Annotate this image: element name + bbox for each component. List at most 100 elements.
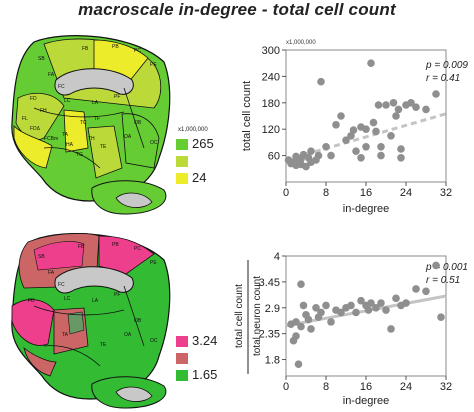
region-label: FDΔ bbox=[30, 126, 41, 132]
data-point bbox=[397, 154, 405, 162]
stat-p: p = 0.009 bbox=[425, 60, 468, 71]
data-point bbox=[292, 318, 300, 326]
legend-swatch-high bbox=[176, 336, 188, 347]
region-label: FA bbox=[48, 270, 55, 276]
data-point bbox=[327, 151, 335, 160]
data-point bbox=[317, 308, 325, 317]
x-tick-label: 8 bbox=[323, 187, 329, 199]
y-axis-label-numerator: total cell count bbox=[234, 284, 245, 348]
data-point bbox=[364, 306, 373, 314]
region-label: TC bbox=[80, 120, 87, 126]
region-label: OA bbox=[124, 332, 132, 338]
data-point bbox=[349, 126, 358, 134]
region-label: FL bbox=[22, 116, 28, 122]
region-label: OB bbox=[134, 318, 142, 324]
data-point bbox=[369, 118, 378, 127]
legend-unit: x1,000,000 bbox=[178, 127, 208, 133]
data-point bbox=[294, 360, 303, 369]
brain-map-cell-neuron-ratio: FB PB PC SB PE FC FA FD PF TA TE OA OB O… bbox=[11, 233, 171, 409]
region-label: PE bbox=[150, 62, 157, 68]
data-point bbox=[317, 77, 325, 86]
region-label: TF bbox=[94, 116, 100, 122]
region-label: FB bbox=[78, 244, 85, 250]
region-label: PE bbox=[150, 260, 157, 266]
y-tick-label: 120 bbox=[262, 124, 280, 136]
data-point bbox=[347, 301, 355, 310]
x-tick-label: 32 bbox=[440, 381, 452, 393]
data-point bbox=[432, 90, 440, 98]
x-tick-label: 16 bbox=[360, 381, 372, 393]
data-point bbox=[382, 101, 390, 109]
region-label: SB bbox=[38, 56, 45, 62]
data-point bbox=[367, 59, 375, 67]
data-point bbox=[422, 105, 430, 114]
region-label: TE bbox=[100, 342, 107, 348]
data-point bbox=[307, 325, 315, 333]
data-point bbox=[337, 308, 345, 317]
data-point bbox=[362, 125, 370, 133]
data-point bbox=[304, 315, 313, 324]
data-point bbox=[292, 332, 300, 340]
data-point bbox=[397, 145, 405, 153]
region-label: TH bbox=[88, 136, 95, 142]
x-tick-label: 16 bbox=[360, 187, 372, 199]
data-point bbox=[342, 136, 350, 144]
region-label: FH bbox=[40, 108, 47, 114]
stat-r: r = 0.51 bbox=[426, 275, 460, 286]
data-point bbox=[394, 105, 403, 114]
data-point bbox=[362, 143, 370, 151]
x-tick-label: 24 bbox=[400, 381, 412, 393]
data-point bbox=[337, 112, 345, 120]
legend-label-low: 24 bbox=[192, 170, 207, 185]
scatter-plot-cell-neuron-ratio: total cell count total neuron count in-d… bbox=[234, 251, 468, 407]
data-point bbox=[372, 127, 380, 136]
region-label: OC bbox=[150, 140, 158, 146]
y-tick-label: 2.9 bbox=[265, 303, 280, 315]
region-label: TA bbox=[62, 132, 69, 138]
x-tick-label: 32 bbox=[440, 187, 452, 199]
region-label: PC bbox=[134, 48, 141, 54]
scatter-plot-cell-count: x1,000,000 total cell count in-degree p … bbox=[241, 40, 468, 215]
data-point bbox=[297, 280, 305, 289]
region-label: PF bbox=[114, 292, 120, 298]
legend-swatch-low bbox=[176, 173, 188, 184]
data-point bbox=[389, 99, 398, 107]
data-point bbox=[314, 151, 323, 160]
data-point bbox=[372, 303, 380, 312]
legend-label-low: 1.65 bbox=[192, 367, 218, 382]
y-axis-label-denominator: total neuron count bbox=[252, 276, 263, 356]
region-label: FD bbox=[28, 298, 35, 304]
stat-r: r = 0.41 bbox=[426, 73, 460, 84]
data-point bbox=[412, 285, 420, 293]
data-point bbox=[422, 287, 430, 296]
stat-p: p = 0.001 bbox=[425, 262, 468, 273]
region-label: FD bbox=[30, 96, 37, 102]
legend-label-high: 265 bbox=[192, 136, 214, 151]
y-unit-label: x1,000,000 bbox=[286, 40, 316, 46]
region-label: TG bbox=[76, 152, 83, 158]
region-label: FC bbox=[58, 84, 65, 90]
data-point bbox=[302, 162, 310, 171]
legend-swatch-mid bbox=[176, 156, 188, 167]
region-label: SB bbox=[38, 254, 45, 260]
region-label: FCBm bbox=[44, 136, 58, 142]
plot-area bbox=[285, 255, 447, 377]
data-point bbox=[352, 147, 360, 155]
data-point bbox=[322, 301, 330, 310]
region-label: OA bbox=[124, 134, 132, 140]
x-axis-label: in-degree bbox=[343, 203, 389, 215]
region-label: PB bbox=[112, 44, 119, 50]
figure-title: macroscale in-degree - total cell count bbox=[78, 0, 396, 19]
region-label: FC bbox=[58, 282, 65, 288]
data-point bbox=[297, 322, 305, 331]
data-point bbox=[412, 103, 420, 111]
data-point bbox=[407, 99, 415, 107]
data-point bbox=[332, 121, 340, 129]
data-point bbox=[374, 101, 383, 109]
x-tick-label: 24 bbox=[400, 187, 412, 199]
x-tick-label: 8 bbox=[323, 381, 329, 393]
legend-swatch-high bbox=[176, 139, 188, 150]
y-tick-label: 300 bbox=[262, 45, 280, 57]
y-tick-label: 180 bbox=[262, 98, 280, 110]
data-point bbox=[299, 301, 308, 310]
